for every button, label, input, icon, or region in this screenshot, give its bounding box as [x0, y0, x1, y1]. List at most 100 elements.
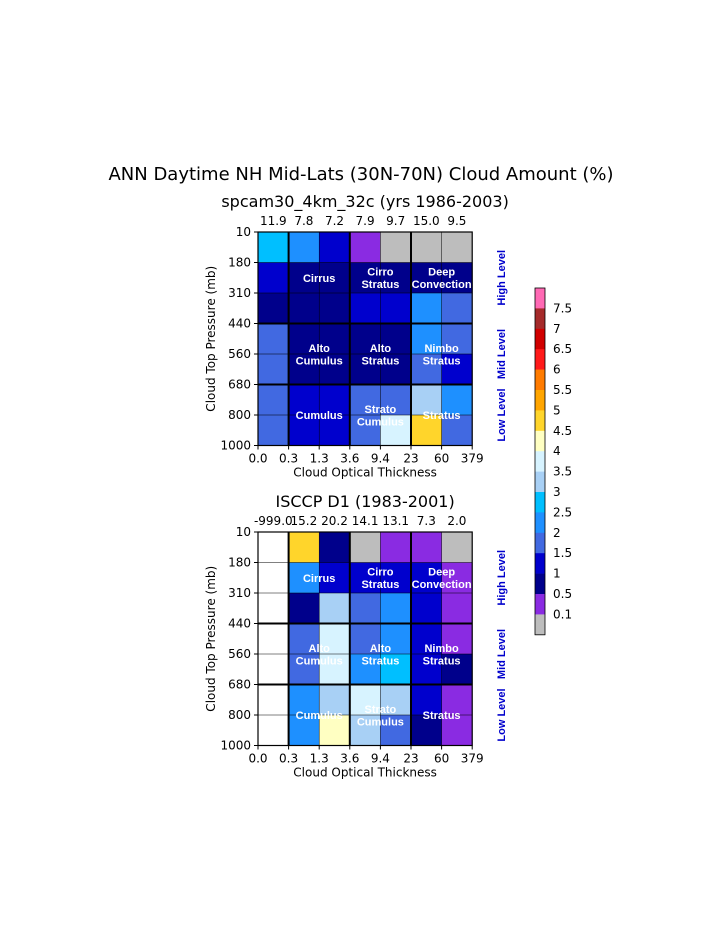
level-label: Mid Level — [496, 629, 508, 679]
column-total: 13.1 — [382, 514, 409, 528]
heatmap-cell — [319, 262, 351, 294]
cloud-type-label: Nimbo — [424, 643, 459, 655]
heatmap-cell — [258, 323, 289, 355]
level-label: Low Level — [496, 688, 508, 741]
column-total: 7.3 — [417, 514, 436, 528]
colorbar-swatch — [535, 288, 545, 309]
cloud-type-label: Stratus — [423, 410, 461, 422]
colorbar-swatch — [535, 390, 545, 411]
heatmap-cell — [258, 532, 289, 563]
y-tick-label: 560 — [228, 647, 251, 661]
heatmap-cell — [441, 293, 473, 324]
heatmap-cell — [349, 354, 381, 385]
colorbar-swatch — [535, 614, 545, 636]
column-total: 20.2 — [321, 514, 348, 528]
y-tick-label: 310 — [228, 586, 251, 600]
heatmap-cell — [411, 323, 442, 355]
heatmap-cell — [349, 562, 381, 594]
heatmap-cell — [319, 623, 351, 655]
x-tick-label: 0.3 — [279, 752, 298, 766]
y-tick-label: 560 — [228, 347, 251, 361]
heatmap-cell — [319, 293, 351, 324]
colorbar-label: 4 — [553, 444, 561, 458]
heatmap-cell — [349, 384, 381, 416]
colorbar-label: 7.5 — [553, 301, 572, 315]
x-tick-label: 23 — [403, 452, 418, 466]
heatmap-cell — [258, 684, 289, 716]
heatmap-cell — [441, 593, 473, 624]
heatmap-cell — [411, 593, 442, 624]
heatmap-cell — [441, 623, 473, 655]
heatmap-cell — [319, 593, 351, 624]
colorbar-label: 5.5 — [553, 383, 572, 397]
x-tick-label: 23 — [403, 752, 418, 766]
column-total: -999.0 — [254, 514, 293, 528]
heatmap-cell — [258, 654, 289, 685]
heatmap-cell — [380, 715, 412, 746]
heatmap-cell — [411, 654, 442, 685]
x-tick-label: 60 — [434, 452, 449, 466]
panel-title: ISCCP D1 (1983-2001) — [275, 492, 454, 511]
colorbar: 7.5 7 6.5 6 5.5 5 4.5 4 3.5 3 2.5 2 1.5 1 0.5 0.1 — [534, 287, 572, 636]
heatmap-cell — [411, 354, 442, 385]
colorbar-label: 0.1 — [553, 607, 572, 621]
cloud-type-label: Strato — [365, 404, 397, 416]
y-tick-label: 10 — [236, 225, 251, 239]
heatmap-cell — [411, 532, 442, 563]
colorbar-label: 6.5 — [553, 342, 572, 356]
cloud-type-label: Strato — [365, 704, 397, 716]
heatmap-cell — [288, 593, 320, 624]
heatmap-cell — [258, 715, 289, 746]
y-tick-label: 10 — [236, 525, 251, 539]
cloud-type-label: Cirro — [367, 267, 394, 279]
heatmap-cell — [349, 415, 381, 446]
heatmap-cell — [411, 562, 442, 594]
heatmap-cell — [349, 623, 381, 655]
heatmap-cell — [349, 684, 381, 716]
heatmap-cell — [288, 623, 320, 655]
cloud-type-label: Cumulus — [296, 410, 343, 422]
x-tick-label: 9.4 — [371, 752, 390, 766]
heatmap-cell — [288, 384, 320, 416]
level-label: High Level — [496, 550, 508, 606]
cloud-type-label: Cirrus — [303, 573, 335, 585]
heatmap-cell — [288, 232, 320, 263]
y-tick-label: 180 — [228, 256, 251, 270]
heatmap-cell — [349, 232, 381, 263]
colorbar-label: 5 — [553, 403, 561, 417]
y-axis-label: Cloud Top Pressure (mb) — [204, 266, 218, 412]
column-total: 7.8 — [294, 214, 313, 228]
panel-title: spcam30_4km_32c (yrs 1986-2003) — [221, 192, 508, 212]
heatmap-cell — [258, 623, 289, 655]
heatmap-cell — [441, 684, 473, 716]
heatmap-cell — [258, 562, 289, 594]
heatmap-cell — [411, 232, 442, 263]
colorbar-swatch — [535, 492, 545, 513]
heatmap-cell — [411, 623, 442, 655]
cloud-type-label: Stratus — [361, 355, 399, 367]
column-total: 14.1 — [352, 514, 379, 528]
panel-frame — [257, 531, 473, 747]
cloud-type-label: Deep — [428, 567, 455, 579]
heatmap-cell — [411, 262, 442, 294]
heatmap-cell — [380, 593, 412, 624]
heatmap-cell — [411, 384, 442, 416]
colorbar-swatch — [535, 553, 545, 574]
colorbar-swatch — [535, 573, 545, 595]
heatmap-cell — [319, 684, 351, 716]
heatmap-cell — [411, 293, 442, 324]
heatmap-cell — [380, 293, 412, 324]
colorbar-label: 3.5 — [553, 465, 572, 479]
colorbar-swatch — [535, 328, 545, 350]
heatmap-cell — [258, 593, 289, 624]
heatmap-cell — [380, 384, 412, 416]
heatmap-cell — [258, 232, 289, 263]
heatmap-cell — [441, 715, 473, 746]
heatmap-cell — [380, 232, 412, 263]
colorbar-swatch — [535, 471, 545, 493]
colorbar-label: 3 — [553, 485, 561, 499]
heatmap-cell — [441, 384, 473, 416]
colorbar-label: 1.5 — [553, 546, 572, 560]
colorbar-label: 2.5 — [553, 505, 572, 519]
x-tick-label: 9.4 — [371, 452, 390, 466]
